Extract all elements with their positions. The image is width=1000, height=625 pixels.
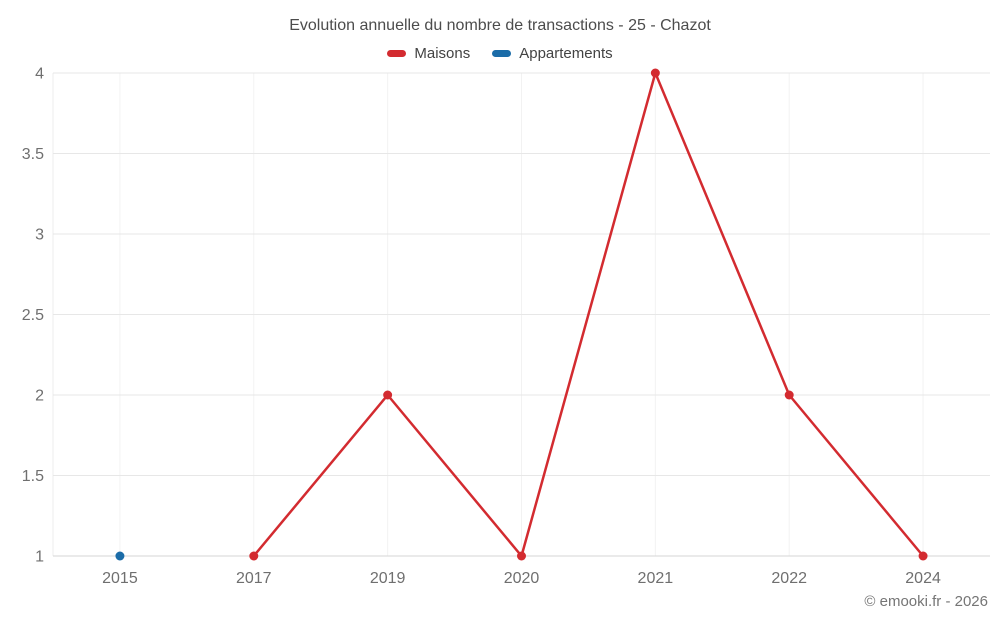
data-point-appartements[interactable] <box>115 551 125 561</box>
chart-title: Evolution annuelle du nombre de transact… <box>289 17 711 34</box>
data-point-maisons[interactable] <box>249 551 259 561</box>
data-point-maisons[interactable] <box>383 390 393 400</box>
y-axis-tick-label: 1.5 <box>22 468 44 485</box>
data-point-maisons[interactable] <box>784 390 794 400</box>
x-axis-tick-label: 2020 <box>504 570 540 587</box>
y-axis-tick-label: 2 <box>35 388 44 405</box>
legend: Maisons Appartements <box>0 45 1000 62</box>
y-axis-tick-label: 3.5 <box>22 146 44 163</box>
y-axis-tick-label: 4 <box>35 66 44 83</box>
data-point-maisons[interactable] <box>517 551 526 561</box>
x-axis-tick-label: 2024 <box>905 570 941 587</box>
legend-swatch-appartements <box>492 50 512 57</box>
data-point-maisons[interactable] <box>918 551 928 561</box>
legend-label: Appartements <box>519 45 613 62</box>
y-axis-tick-label: 2.5 <box>22 307 44 324</box>
x-axis-tick-label: 2017 <box>236 570 272 587</box>
x-axis-tick-label: 2019 <box>370 570 406 587</box>
legend-label: Maisons <box>414 45 471 62</box>
series-line-maisons <box>252 71 925 558</box>
x-axis-tick-label: 2015 <box>102 570 138 587</box>
legend-item-appartements[interactable]: Appartements <box>492 45 613 62</box>
y-axis-tick-label: 3 <box>35 227 44 244</box>
legend-swatch-maisons <box>387 50 407 57</box>
copyright: © emooki.fr - 2026 <box>864 593 988 610</box>
x-axis-tick-label: 2022 <box>771 570 807 587</box>
x-axis-tick-label: 2021 <box>638 570 674 587</box>
y-axis-tick-label: 1 <box>35 549 44 566</box>
data-point-maisons[interactable] <box>650 68 660 78</box>
legend-item-maisons[interactable]: Maisons <box>387 45 470 62</box>
